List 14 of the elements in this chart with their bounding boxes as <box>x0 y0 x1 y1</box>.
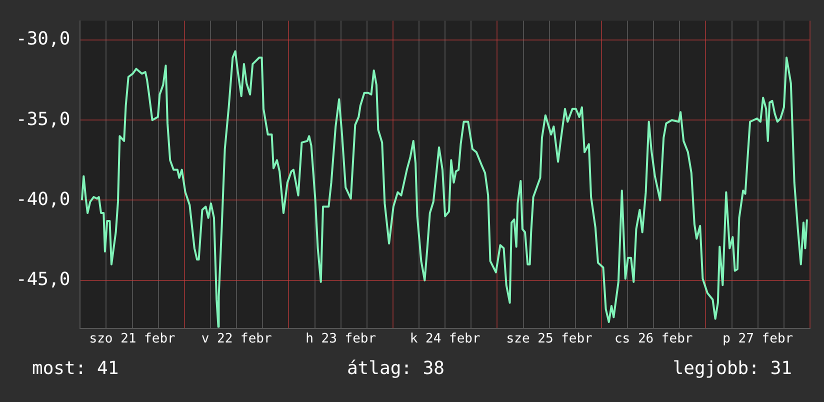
text: átlag: 38 <box>346 358 445 379</box>
y-tick-label: -45,0 <box>16 269 70 290</box>
text: most: 41 <box>32 358 119 379</box>
x-tick-label: p 27 febr <box>722 332 794 347</box>
x-tick-label: szo 21 febr <box>89 332 176 347</box>
y-tick-label: -30,0 <box>16 28 70 50</box>
x-tick-label: cs 26 febr <box>614 332 693 347</box>
x-tick-label: h 23 febr <box>306 332 376 347</box>
x-tick-label: sze 25 febr <box>506 332 593 347</box>
x-tick-label: k 24 febr <box>410 332 480 347</box>
y-tick-label: -35,0 <box>16 108 70 130</box>
y-tick-label: -40,0 <box>16 188 70 210</box>
text: legjobb: 31 <box>672 358 792 379</box>
x-tick-label: v 22 febr <box>201 332 272 347</box>
